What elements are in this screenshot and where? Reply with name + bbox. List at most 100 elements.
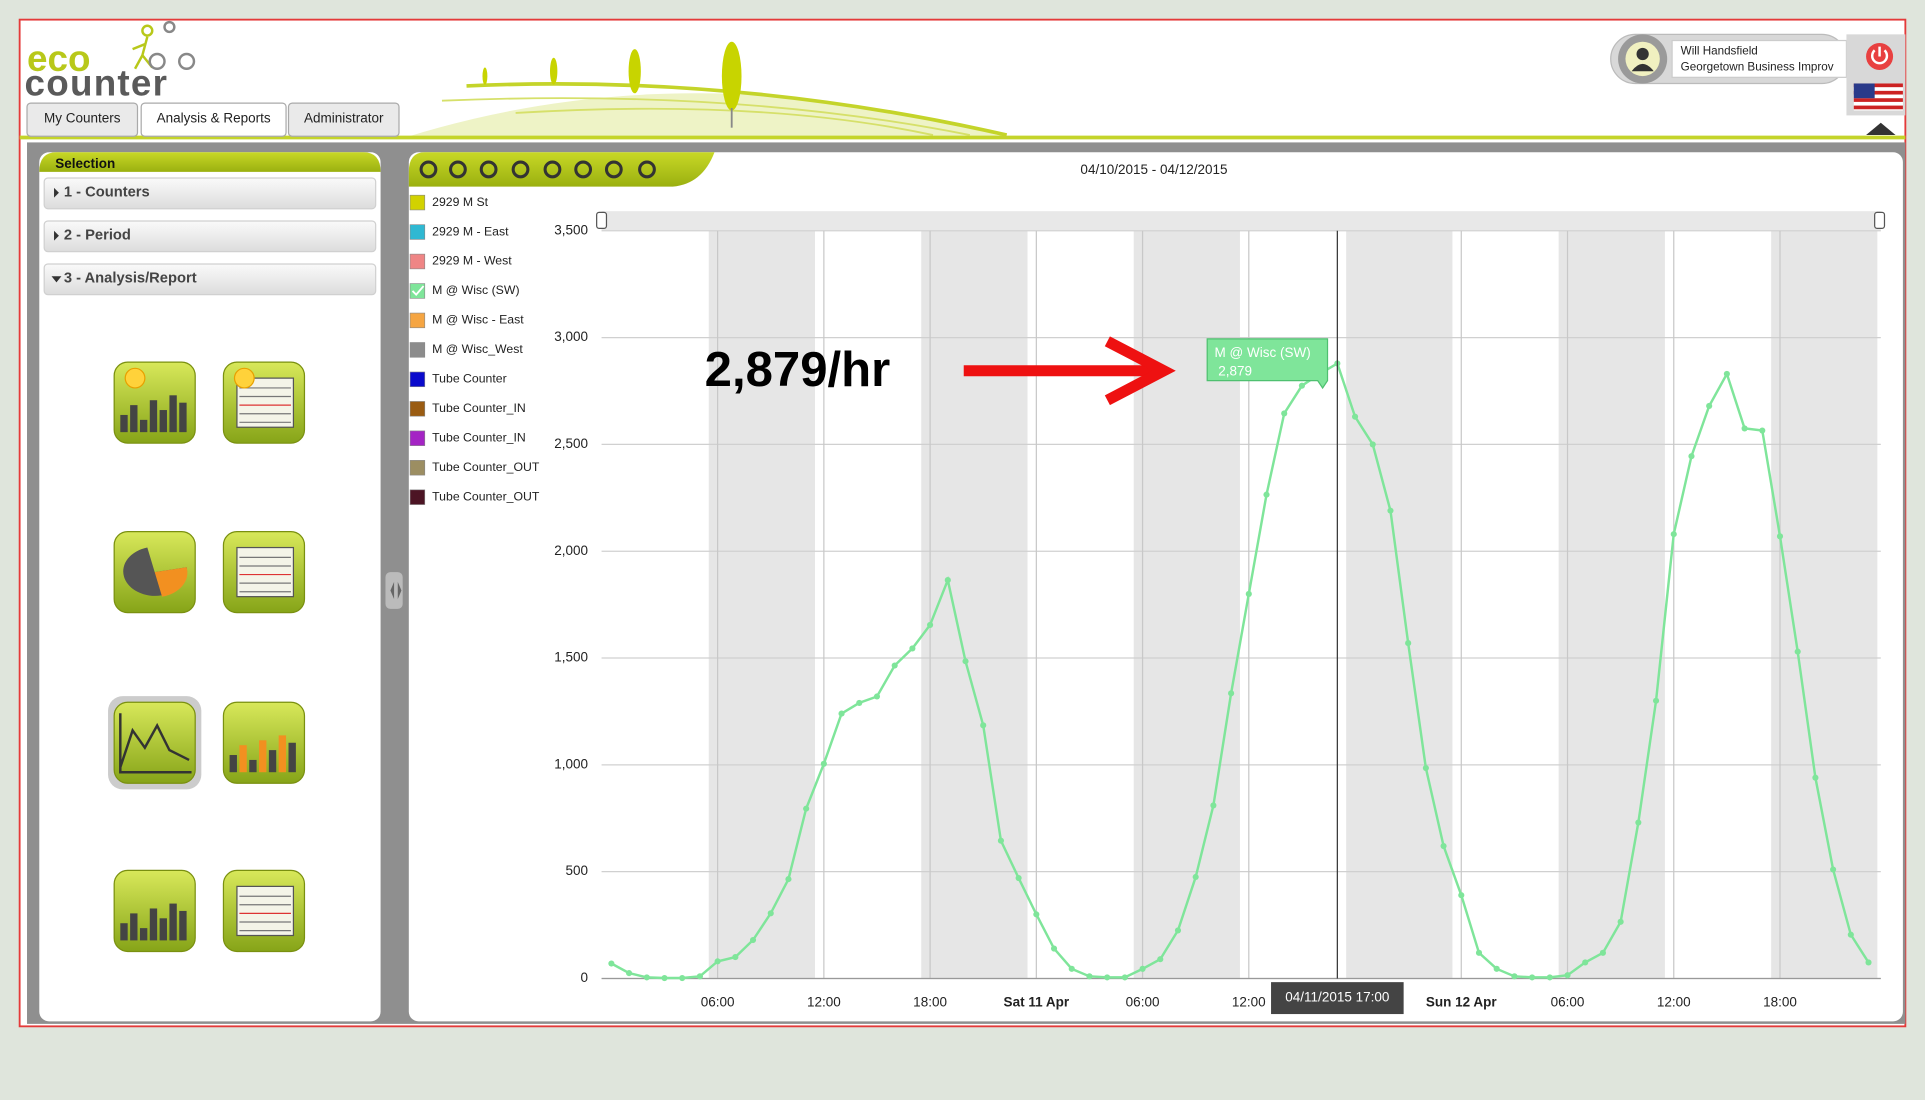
toolbar-button[interactable] bbox=[449, 160, 467, 179]
x-tick-label: 06:00 bbox=[701, 995, 735, 1010]
report-icon[interactable] bbox=[108, 696, 202, 790]
y-tick-label: 1,500 bbox=[554, 650, 588, 665]
icon-bar bbox=[268, 750, 277, 773]
series-point bbox=[1529, 974, 1536, 981]
toolbar-glyph bbox=[638, 160, 656, 179]
series-point bbox=[1812, 774, 1819, 781]
icon-bar bbox=[139, 928, 148, 941]
toolbar-button[interactable] bbox=[638, 160, 656, 179]
tab[interactable]: Analysis & Reports bbox=[140, 102, 287, 137]
series-point bbox=[1564, 972, 1571, 979]
plot-band bbox=[1346, 230, 1453, 979]
series-point bbox=[1475, 949, 1483, 956]
crosshair-label-bg bbox=[1271, 982, 1404, 1015]
plot-band bbox=[1558, 230, 1665, 979]
legend-label: M @ Wisc_West bbox=[432, 342, 523, 356]
series-point bbox=[1422, 764, 1429, 772]
series-point bbox=[1794, 648, 1801, 655]
series-point bbox=[1741, 425, 1748, 432]
toolbar-button[interactable] bbox=[419, 160, 438, 179]
series-point bbox=[1759, 427, 1766, 434]
icon-bar bbox=[288, 742, 296, 773]
legend-swatch bbox=[409, 460, 426, 476]
legend-swatch bbox=[409, 194, 426, 211]
report-icon[interactable] bbox=[113, 530, 196, 614]
series-point bbox=[1458, 892, 1465, 899]
series-point bbox=[856, 699, 863, 706]
report-icon[interactable] bbox=[222, 701, 306, 784]
legend-item[interactable]: Tube Counter_IN bbox=[409, 401, 526, 417]
series-point bbox=[643, 974, 650, 981]
series-point bbox=[785, 876, 792, 883]
logo-cyclists bbox=[132, 20, 196, 70]
series-point bbox=[1068, 965, 1075, 972]
legend-label: 2929 M - East bbox=[432, 224, 509, 238]
report-icon[interactable] bbox=[113, 361, 196, 444]
series-point bbox=[1192, 873, 1199, 881]
toolbar-glyph bbox=[449, 160, 467, 179]
tab-bg bbox=[26, 102, 139, 137]
legend-swatch bbox=[409, 489, 426, 505]
splitter[interactable] bbox=[385, 572, 403, 609]
toolbar-button[interactable] bbox=[604, 160, 623, 179]
legend-item[interactable]: Tube Counter_OUT bbox=[409, 489, 540, 505]
toolbar-button[interactable] bbox=[479, 160, 498, 179]
collapse-arrow[interactable] bbox=[1866, 122, 1896, 136]
accordion-item[interactable]: 2 - Period bbox=[43, 220, 377, 253]
series-point bbox=[1139, 965, 1146, 972]
icon-bar bbox=[259, 740, 267, 773]
legend-swatch bbox=[409, 312, 426, 329]
accordion-item[interactable]: 3 - Analysis/Report bbox=[43, 263, 377, 296]
series-point bbox=[1617, 918, 1624, 925]
accordion-label: 2 - Period bbox=[64, 228, 131, 244]
legend-item[interactable]: Tube Counter bbox=[409, 372, 507, 388]
series-point bbox=[820, 760, 827, 767]
report-icon[interactable] bbox=[222, 530, 306, 614]
legend-item[interactable]: 2929 M - West bbox=[409, 254, 512, 270]
series-point bbox=[1033, 911, 1040, 918]
x-tick-label: 12:00 bbox=[1232, 995, 1266, 1010]
series-point bbox=[661, 974, 668, 982]
tab[interactable]: Administrator bbox=[287, 102, 400, 137]
series-point bbox=[1405, 640, 1412, 647]
icon-bar bbox=[130, 913, 138, 941]
toolbar-button[interactable] bbox=[511, 160, 530, 179]
toolbar-button[interactable] bbox=[543, 160, 562, 179]
legend-item[interactable]: M @ Wisc_West bbox=[409, 342, 523, 358]
legend-label: Tube Counter bbox=[432, 372, 507, 386]
legend-swatch bbox=[409, 430, 426, 446]
legend-item[interactable]: Tube Counter_OUT bbox=[409, 460, 540, 476]
series-point bbox=[1865, 959, 1872, 966]
icon-bar bbox=[239, 745, 247, 773]
icon-bar bbox=[120, 414, 128, 433]
flag-icon[interactable] bbox=[1853, 83, 1903, 111]
icon-sun bbox=[124, 367, 146, 389]
series-point bbox=[608, 960, 615, 967]
report-icon[interactable] bbox=[222, 361, 306, 444]
range-slider[interactable] bbox=[596, 211, 1886, 231]
y-tick-label: 0 bbox=[581, 970, 589, 985]
series-point bbox=[767, 910, 774, 917]
legend-item[interactable]: M @ Wisc (SW) bbox=[409, 283, 520, 299]
series-line bbox=[610, 361, 1870, 980]
legend-item[interactable]: 2929 M St bbox=[409, 194, 489, 211]
tab-label: Administrator bbox=[304, 111, 384, 126]
series-point bbox=[1688, 453, 1695, 460]
report-icon[interactable] bbox=[222, 869, 306, 953]
toolbar-button[interactable] bbox=[574, 160, 593, 179]
icon-bar bbox=[149, 908, 158, 941]
legend-item[interactable]: M @ Wisc - East bbox=[409, 312, 524, 329]
legend-item[interactable]: 2929 M - East bbox=[409, 224, 509, 240]
tooltip-value: 2,879 bbox=[1218, 364, 1252, 379]
accordion-item[interactable]: 1 - Counters bbox=[43, 177, 377, 210]
icon-bar bbox=[249, 759, 257, 773]
tab-label: My Counters bbox=[44, 111, 121, 126]
report-icon[interactable] bbox=[113, 869, 196, 953]
series-point bbox=[1369, 441, 1376, 448]
icon-bg bbox=[113, 701, 196, 784]
icon-bar bbox=[130, 405, 138, 433]
tab[interactable]: My Counters bbox=[26, 102, 139, 137]
legend-item[interactable]: Tube Counter_IN bbox=[409, 430, 526, 446]
